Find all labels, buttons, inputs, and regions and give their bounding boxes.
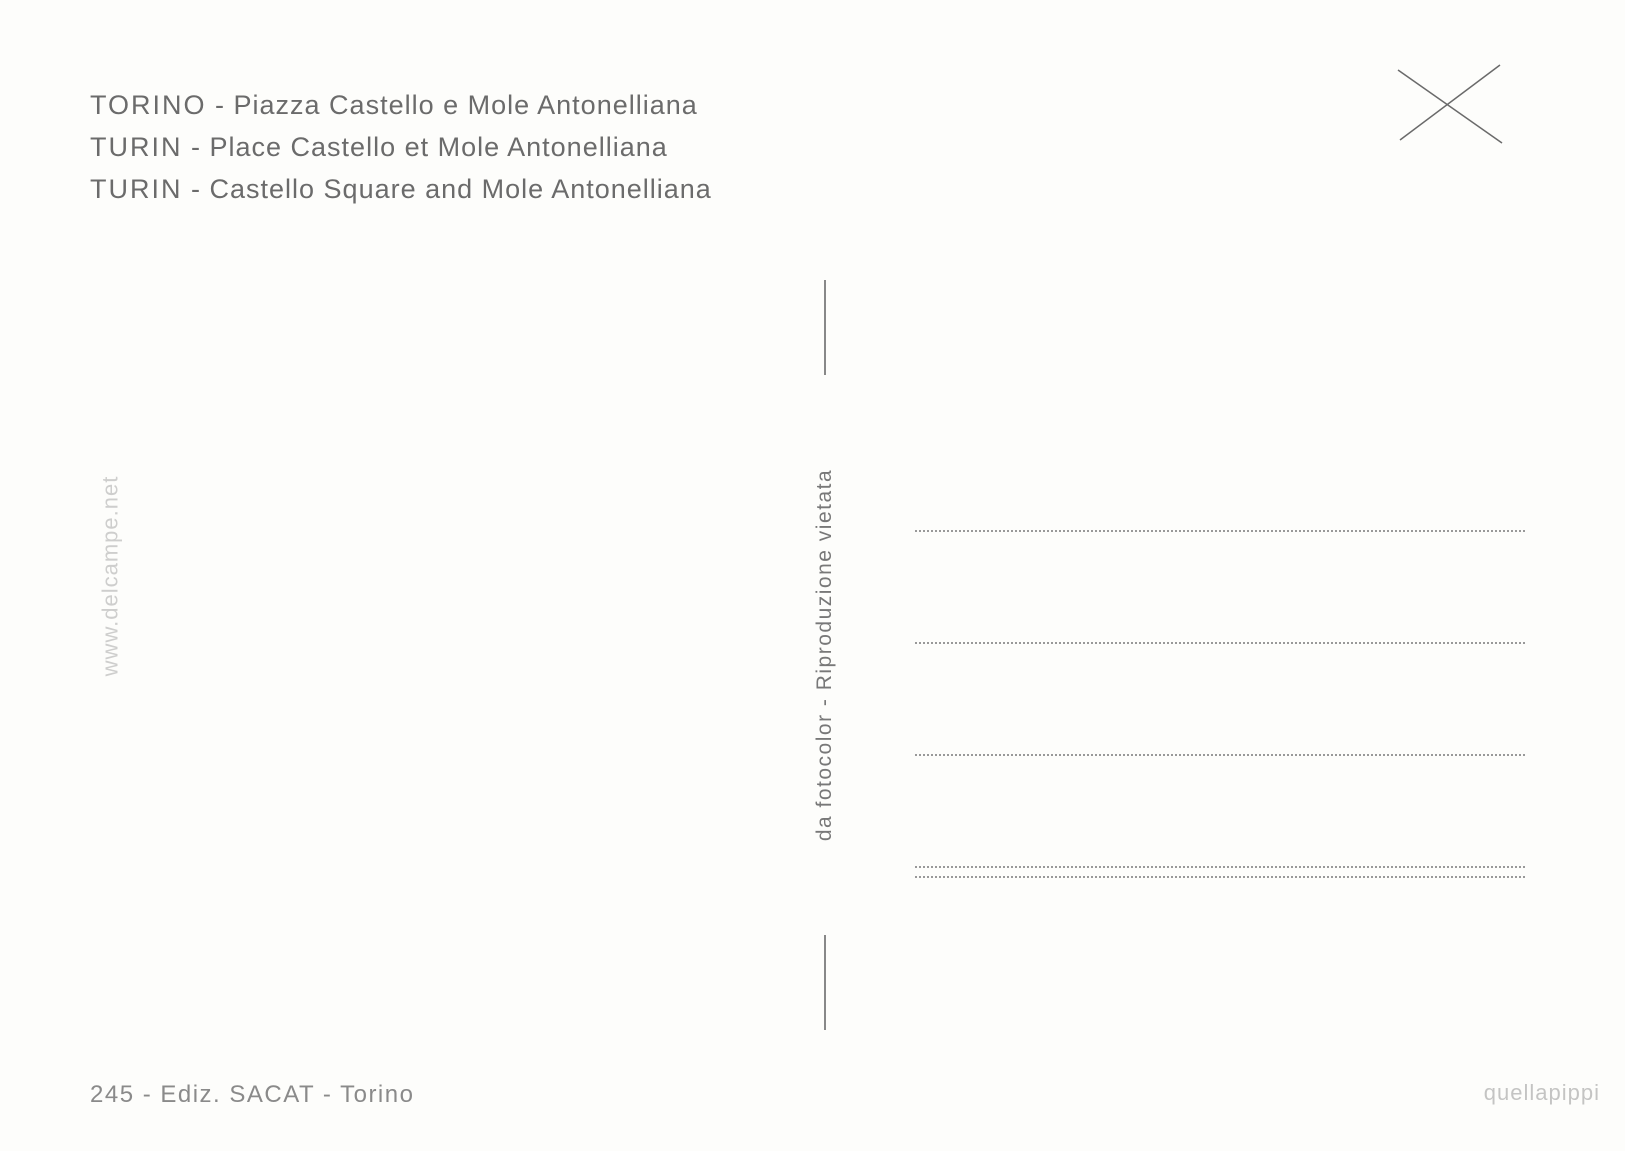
divider-text: da fotocolor - Riproduzione vietata <box>813 469 837 841</box>
caption-city-en: TURIN <box>90 174 183 204</box>
caption-desc-it: - Piazza Castello e Mole Antonelliana <box>207 90 698 120</box>
address-line-4 <box>915 866 1525 878</box>
caption-line-english: TURIN - Castello Square and Mole Antonel… <box>90 169 712 211</box>
divider-line-top <box>824 280 826 375</box>
address-line-2 <box>915 642 1525 644</box>
caption-desc-fr: - Place Castello et Mole Antonelliana <box>183 132 668 162</box>
center-divider: da fotocolor - Riproduzione vietata <box>810 280 840 1030</box>
publisher-info: 245 - Ediz. SACAT - Torino <box>90 1081 414 1109</box>
divider-line-bottom <box>824 935 826 1030</box>
caption-line-italian: TORINO - Piazza Castello e Mole Antonell… <box>90 85 712 127</box>
caption-block: TORINO - Piazza Castello e Mole Antonell… <box>90 85 712 211</box>
caption-desc-en: - Castello Square and Mole Antonelliana <box>183 174 712 204</box>
caption-line-french: TURIN - Place Castello et Mole Antonelli… <box>90 127 712 169</box>
address-line-1 <box>915 530 1525 532</box>
x-mark-annotation <box>1390 55 1510 155</box>
watermark-left: www.delcampe.net <box>97 475 123 676</box>
caption-city-it: TORINO <box>90 90 207 120</box>
watermark-right: quellapippi <box>1484 1080 1600 1106</box>
address-area <box>915 530 1525 878</box>
caption-city-fr: TURIN <box>90 132 183 162</box>
address-line-3 <box>915 754 1525 756</box>
